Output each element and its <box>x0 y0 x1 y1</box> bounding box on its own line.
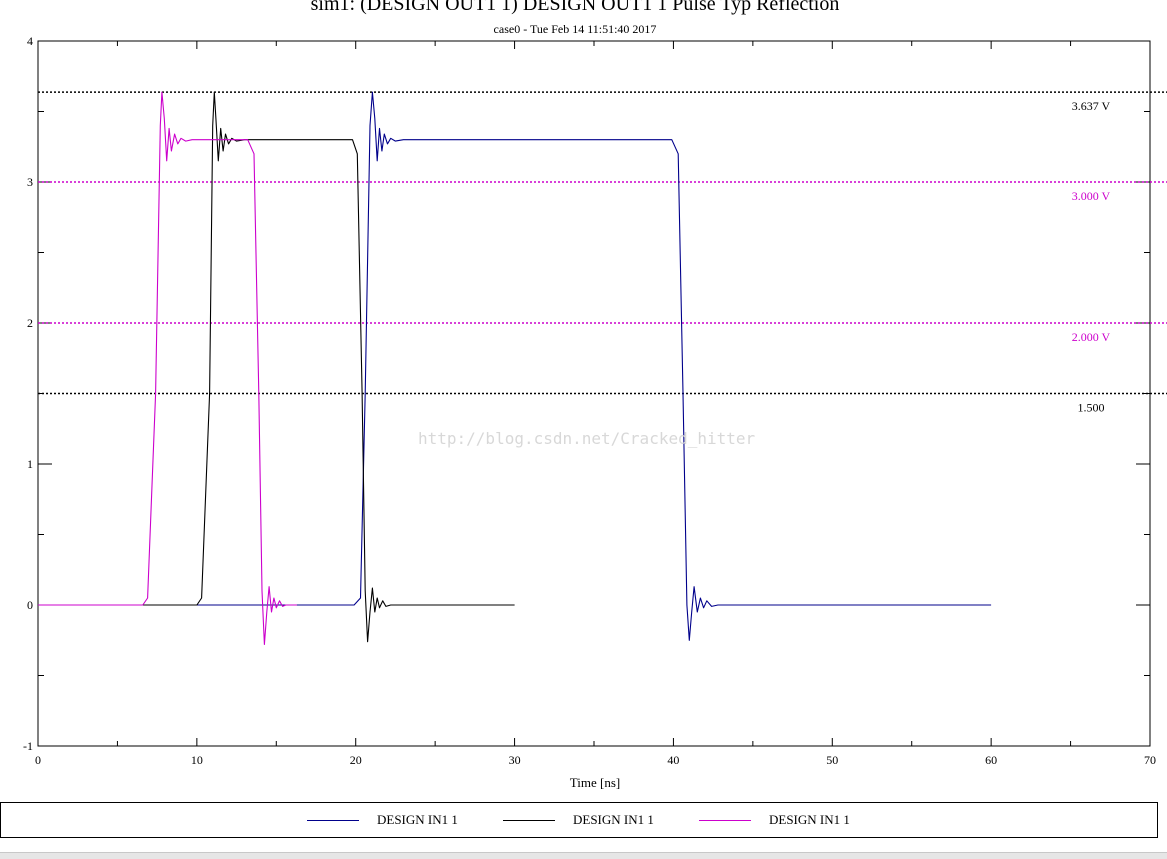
y-tick-label: 1 <box>27 457 33 471</box>
x-tick-label: 60 <box>985 753 997 767</box>
legend-item-2[interactable]: DESIGN IN1 1 <box>503 811 654 829</box>
y-tick-label: 4 <box>27 34 33 48</box>
chart-title: sim1: (DESIGN OUT1 1) DESIGN OUT1 1 Puls… <box>310 0 840 15</box>
legend-label-2: DESIGN IN1 1 <box>573 812 654 827</box>
x-tick-label: 40 <box>667 753 679 767</box>
legend-swatch-1 <box>307 819 359 821</box>
x-tick-label: 50 <box>826 753 838 767</box>
reference-label-3: 2.000 V <box>1072 330 1111 344</box>
legend-label-1: DESIGN IN1 1 <box>377 812 458 827</box>
y-tick-label: 3 <box>27 175 33 189</box>
series-line-2 <box>38 91 515 643</box>
series-group <box>38 91 992 646</box>
x-tick-label: 0 <box>35 753 41 767</box>
y-tick-label: 0 <box>27 598 33 612</box>
x-axis-label: Time [ns] <box>569 775 621 790</box>
legend-label-3: DESIGN IN1 1 <box>769 812 850 827</box>
chart-subtitle: case0 - Tue Feb 14 11:51:40 2017 <box>493 22 657 36</box>
series-line-3 <box>38 91 297 646</box>
series-line-1 <box>38 91 992 641</box>
reference-label-4: 1.500 <box>1078 401 1105 415</box>
legend-swatch-2 <box>503 819 555 821</box>
window-bottom-edge <box>0 852 1167 859</box>
watermark-text: http://blog.csdn.net/Cracked_hitter <box>418 429 756 448</box>
x-tick-label: 10 <box>191 753 203 767</box>
legend-swatch-3 <box>699 819 751 821</box>
y-tick-label: 2 <box>27 316 33 330</box>
reference-label-1: 3.637 V <box>1072 99 1111 113</box>
x-tick-label: 70 <box>1144 753 1156 767</box>
legend-item-3[interactable]: DESIGN IN1 1 <box>699 811 850 829</box>
reference-lines: 3.637 V 3.000 V 2.000 V 1.500 <box>38 91 1167 415</box>
reference-label-2: 3.000 V <box>1072 189 1111 203</box>
y-tick-label: -1 <box>23 739 33 753</box>
x-tick-label: 30 <box>509 753 521 767</box>
legend-item-1[interactable]: DESIGN IN1 1 <box>307 811 458 829</box>
legend: DESIGN IN1 1 DESIGN IN1 1 DESIGN IN1 1 <box>0 802 1158 838</box>
x-tick-label: 20 <box>350 753 362 767</box>
